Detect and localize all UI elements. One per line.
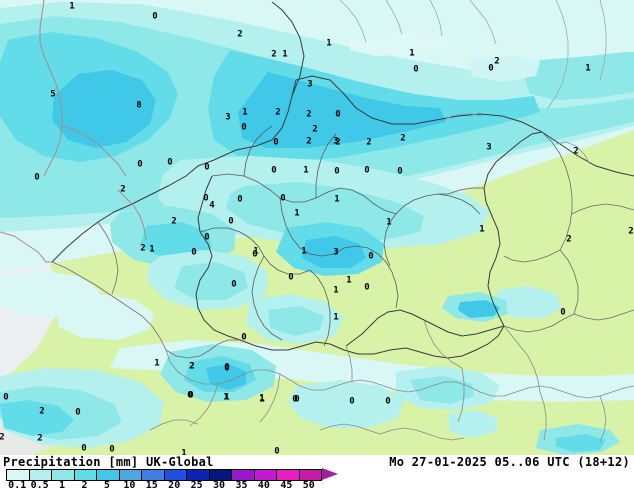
map-canvas: [0, 0, 634, 455]
color-scale[interactable]: [6, 469, 322, 481]
legend-title: Precipitation [mm] UK-Global: [3, 455, 214, 469]
color-scale-tick: 1: [59, 480, 66, 490]
color-scale-segment: [119, 470, 142, 480]
color-scale-overflow-arrow: [322, 468, 338, 480]
color-scale-segment: [187, 470, 210, 480]
color-scale-tick: 0.1: [8, 480, 27, 490]
color-scale-segment: [142, 470, 165, 480]
color-scale-segment: [277, 470, 300, 480]
map-borders: [0, 0, 634, 443]
color-scale-tick: 10: [123, 480, 136, 490]
forecast-timestamp: Mo 27-01-2025 05..06 UTC (18+12): [389, 455, 630, 469]
color-scale-tick: 0.5: [30, 480, 49, 490]
color-scale-tick: 35: [235, 480, 248, 490]
color-scale-segment: [74, 470, 97, 480]
color-scale-tick: 2: [81, 480, 88, 490]
color-scale-segment: [232, 470, 255, 480]
color-scale-tick: 30: [213, 480, 226, 490]
color-scale-segment: [52, 470, 75, 480]
color-scale-ticks: 0.1 0.5 1 2 5 10 15 20 25 30 35 40 45 50: [0, 480, 340, 490]
color-scale-tick: 45: [280, 480, 293, 490]
color-scale-segment: [209, 470, 232, 480]
color-scale-tick: 25: [190, 480, 203, 490]
color-scale-segment: [97, 470, 120, 480]
color-scale-segment: [254, 470, 277, 480]
color-scale-segment: [164, 470, 187, 480]
color-scale-segment: [7, 470, 30, 480]
color-scale-tick: 15: [145, 480, 158, 490]
precipitation-field: [0, 0, 634, 455]
color-scale-tick: 20: [168, 480, 181, 490]
color-scale-tick: 40: [257, 480, 270, 490]
legend-bar: Precipitation [mm] UK-Global Mo 27-01-20…: [0, 455, 634, 490]
color-scale-tick: 5: [103, 480, 110, 490]
color-scale-segment: [299, 470, 321, 480]
color-scale-segment: [29, 470, 52, 480]
color-scale-tick: 50: [302, 480, 315, 490]
